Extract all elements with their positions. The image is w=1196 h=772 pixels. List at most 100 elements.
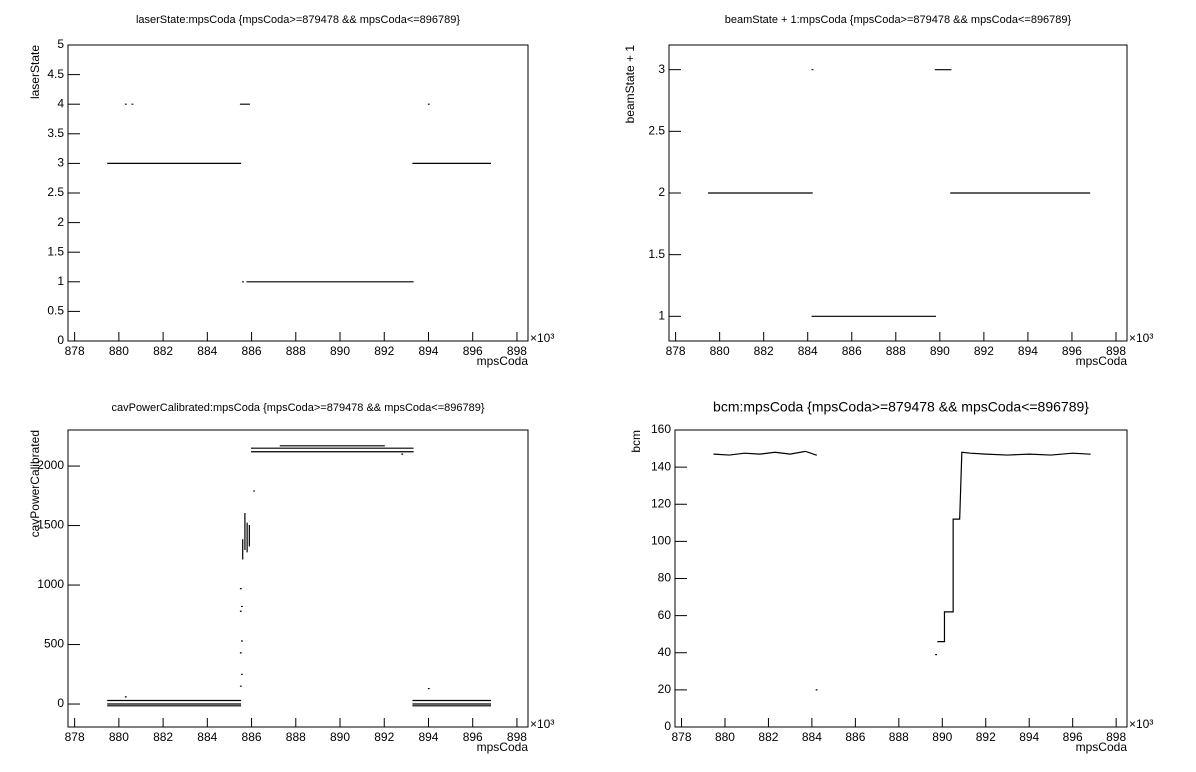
x-tick-label: 886 (242, 344, 262, 358)
x-tick-label: 890 (930, 344, 950, 358)
x-tick-label: 898 (507, 730, 527, 744)
x-tick-label: 882 (754, 344, 774, 358)
x-tick-label: 892 (374, 730, 394, 744)
data-trace (107, 103, 491, 283)
y-tick-label: 3 (57, 156, 64, 170)
chart-title: bcm:mpsCoda {mpsCoda>=879478 && mpsCoda<… (713, 399, 1089, 415)
x-tick-label: 894 (1019, 730, 1039, 744)
y-tick-label: 20 (658, 682, 672, 696)
x-tick-label: 892 (976, 730, 996, 744)
x-tick-label: 890 (932, 730, 952, 744)
x-tick-label: 880 (715, 730, 735, 744)
x-tick-label: 886 (242, 730, 262, 744)
y-tick-label: 60 (658, 608, 672, 622)
x-tick-label: 878 (65, 344, 85, 358)
x-tick-label: 898 (507, 344, 527, 358)
y-tick-label: 1 (658, 309, 665, 323)
y-tick-label: 3.5 (47, 126, 64, 140)
y-axis-label: laserState (28, 45, 42, 99)
x-tick-label: 894 (418, 730, 438, 744)
x-tick-label: 878 (65, 730, 85, 744)
y-tick-label: 40 (658, 645, 672, 659)
plot-frame (67, 44, 529, 342)
x-tick-label: 878 (672, 730, 692, 744)
y-tick-label: 1000 (37, 577, 64, 591)
y-tick-label: 100 (651, 534, 671, 548)
plot-frame (67, 429, 529, 728)
x-tick-label: 884 (802, 730, 822, 744)
y-tick-label: 3 (658, 62, 665, 76)
x-tick-label: 880 (109, 730, 129, 744)
y-axis-label: beamState + 1 (623, 45, 637, 124)
x-multiplier: ×10³ (530, 331, 554, 345)
x-tick-label: 896 (463, 344, 483, 358)
y-tick-label: 1.5 (47, 244, 64, 258)
x-axis-label: mpsCoda (477, 740, 529, 754)
x-axis-label: mpsCoda (1076, 740, 1128, 754)
plot: laserState:mpsCoda {mpsCoda>=879478 && m… (28, 14, 554, 368)
y-axis-label: bcm (629, 430, 643, 453)
plot: beamState + 1:mpsCoda {mpsCoda>=879478 &… (623, 14, 1153, 368)
x-tick-label: 898 (1106, 344, 1126, 358)
x-tick-label: 882 (758, 730, 778, 744)
plot: bcm:mpsCoda {mpsCoda>=879478 && mpsCoda<… (629, 399, 1153, 754)
y-tick-label: 80 (658, 571, 672, 585)
x-tick-label: 886 (845, 730, 865, 744)
y-tick-label: 0 (57, 696, 64, 710)
chart-title: beamState + 1:mpsCoda {mpsCoda>=879478 &… (725, 14, 1072, 26)
x-tick-label: 894 (418, 344, 438, 358)
x-tick-label: 896 (1062, 344, 1082, 358)
y-tick-label: 160 (651, 422, 671, 436)
x-tick-label: 888 (286, 344, 306, 358)
x-multiplier: ×10³ (1129, 331, 1153, 345)
y-tick-label: 1500 (37, 518, 64, 532)
y-tick-label: 0.5 (47, 304, 64, 318)
y-tick-label: 2 (658, 185, 665, 199)
y-tick-label: 5 (57, 37, 64, 51)
y-tick-label: 2.5 (648, 124, 665, 138)
chart-title: cavPowerCalibrated:mpsCoda {mpsCoda>=879… (111, 402, 484, 414)
data-trace (713, 450, 1091, 691)
y-tick-label: 140 (651, 459, 671, 473)
x-tick-label: 892 (374, 344, 394, 358)
x-axis-label: mpsCoda (1076, 354, 1128, 368)
y-tick-label: 2000 (37, 458, 64, 472)
y-tick-label: 1.5 (648, 247, 665, 261)
plot-frame (674, 429, 1128, 728)
y-tick-label: 2 (57, 215, 64, 229)
plot: cavPowerCalibrated:mpsCoda {mpsCoda>=879… (28, 402, 554, 754)
x-tick-label: 878 (666, 344, 686, 358)
y-tick-label: 0 (57, 333, 64, 347)
x-tick-label: 884 (197, 730, 217, 744)
chart-title: laserState:mpsCoda {mpsCoda>=879478 && m… (136, 14, 460, 26)
x-tick-label: 880 (710, 344, 730, 358)
data-trace (708, 69, 1091, 317)
y-tick-label: 4 (57, 96, 64, 110)
x-tick-label: 898 (1106, 730, 1126, 744)
x-tick-label: 896 (463, 730, 483, 744)
y-tick-label: 0 (664, 719, 671, 733)
x-tick-label: 894 (1018, 344, 1038, 358)
x-tick-label: 882 (153, 344, 173, 358)
x-tick-label: 886 (842, 344, 862, 358)
x-tick-label: 884 (798, 344, 818, 358)
x-multiplier: ×10³ (1129, 717, 1153, 731)
y-tick-label: 2.5 (47, 185, 64, 199)
x-multiplier: ×10³ (530, 717, 554, 731)
x-axis-label: mpsCoda (477, 354, 529, 368)
y-tick-label: 1 (57, 274, 64, 288)
y-tick-label: 500 (44, 637, 64, 651)
data-trace (107, 445, 491, 707)
y-axis-label: cavPowerCalibrated (28, 430, 42, 537)
y-tick-label: 120 (651, 496, 671, 510)
x-tick-label: 884 (197, 344, 217, 358)
x-tick-label: 888 (286, 730, 306, 744)
x-tick-label: 880 (109, 344, 129, 358)
x-tick-label: 896 (1063, 730, 1083, 744)
x-tick-label: 882 (153, 730, 173, 744)
x-tick-label: 888 (889, 730, 909, 744)
y-tick-label: 4.5 (47, 67, 64, 81)
x-tick-label: 890 (330, 344, 350, 358)
x-tick-label: 892 (974, 344, 994, 358)
